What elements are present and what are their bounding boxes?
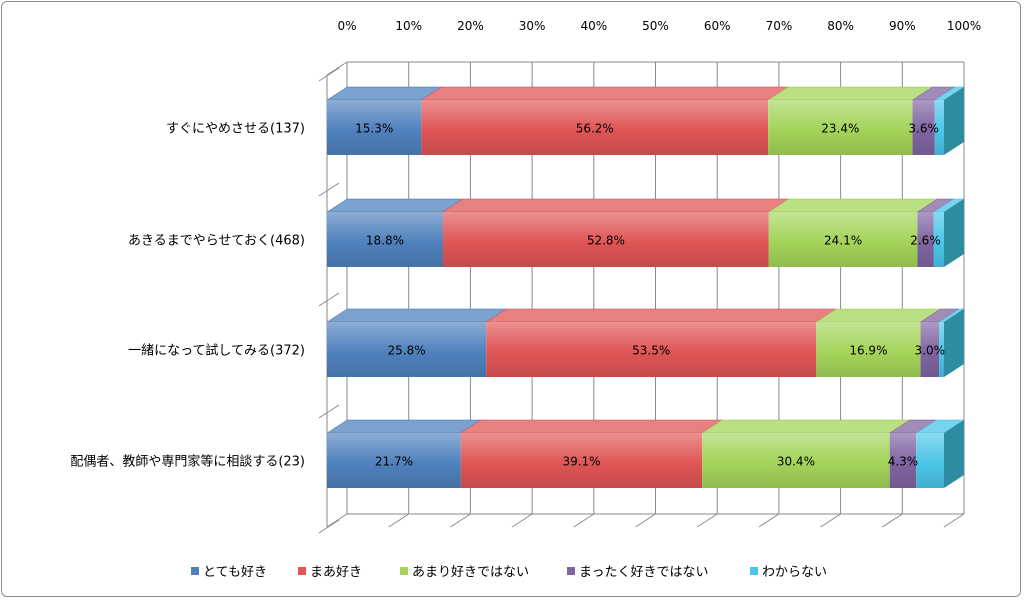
gridline-floor [943, 513, 965, 528]
bar-top-まあ好き [442, 198, 790, 213]
bar-あまり好きではない [768, 100, 913, 155]
x-tick-label: 0% [337, 19, 356, 33]
legend-label: とても好き [203, 565, 267, 580]
legend-label: まあ好き [310, 565, 362, 580]
bar-まあ好き [421, 100, 769, 155]
data-label: 30.4% [777, 455, 815, 469]
data-label: 56.2% [576, 122, 614, 136]
bars [326, 86, 965, 488]
x-tick-label: 20% [457, 19, 484, 33]
bar-top-あまり好きではない [767, 198, 939, 213]
data-label: 4.3% [888, 455, 919, 469]
bar-side [944, 309, 964, 377]
bar-まったく好きではない [917, 212, 934, 267]
data-label: 24.1% [824, 234, 862, 248]
x-axis-ticks: 0% 10% 20% 30% 40% 50% 60% 70% 80% 90% 100% [337, 19, 981, 33]
legend-swatch [191, 567, 199, 575]
category-separator [318, 67, 340, 82]
bar-top-とても好き [326, 419, 482, 434]
gridline-floor [511, 513, 533, 528]
legend-label: あまり好きではない [412, 565, 529, 580]
bar-top-まあ好き [485, 308, 838, 323]
category-labels: すぐにやめさせる(137) あきるまでやらせておく(468) 一緒になって試してみる… [70, 122, 305, 470]
bar-とても好き [327, 100, 422, 155]
bar-あまり好きではない [702, 433, 890, 488]
bar-わからない [934, 100, 944, 155]
data-label: 3.6% [908, 122, 939, 136]
legend: とても好き まあ好き あまり好きではない まったく好きではない わからない [191, 565, 827, 580]
bar-わからない [933, 212, 944, 267]
data-label: 18.8% [366, 234, 404, 248]
bar-top-まあ好き [460, 419, 723, 434]
category-label: 一緒になって試してみる(372) [128, 343, 305, 359]
side-wall-top [326, 61, 348, 76]
data-label: 3.0% [915, 344, 946, 358]
bar-あまり好きではない [816, 322, 921, 377]
bar-まあ好き [442, 212, 769, 267]
x-tick-label: 40% [580, 19, 607, 33]
bar-top-あまり好きではない [815, 308, 942, 323]
data-label: 39.1% [562, 455, 600, 469]
data-label: 23.4% [821, 122, 859, 136]
bar-top-あまり好きではない [767, 86, 934, 101]
bar-まあ好き [460, 433, 703, 488]
gridline-floor [635, 513, 656, 528]
bar-あまり好きではない [768, 212, 918, 267]
gridline-floor [758, 513, 780, 528]
data-label: 25.8% [388, 344, 426, 358]
bar-とても好き [327, 212, 443, 267]
gridline-floor [388, 513, 409, 528]
data-label: 2.6% [910, 234, 941, 248]
x-tick-label: 30% [519, 19, 546, 33]
bar-top-とても好き [326, 198, 464, 213]
data-labels: 15.3% 56.2% 23.4% 3.6% 18.8% 52.8% 24.1% 2.6% 25… [355, 122, 945, 469]
category-label: 配偶者、教師や専門家等に相談する(23) [70, 454, 305, 470]
gridline-floor [820, 513, 841, 528]
x-tick-label: 70% [766, 19, 793, 33]
bar-まったく好きではない [889, 433, 917, 488]
bar-まあ好き [486, 322, 817, 377]
bar-top-まあ好き [420, 86, 789, 101]
gridline-floor [882, 513, 903, 528]
bar-top-とても好き [326, 308, 508, 323]
gridline-floor [573, 513, 595, 528]
gridline-floor [326, 513, 348, 528]
data-label: 52.8% [587, 234, 625, 248]
category-label: すぐにやめさせる(137) [166, 122, 305, 137]
x-tick-label: 80% [827, 19, 854, 33]
data-label: 53.5% [632, 344, 670, 358]
x-tick-label: 100% [947, 19, 981, 33]
bar-side [944, 420, 964, 488]
x-tick-label: 90% [889, 19, 916, 33]
bar-top-あまり好きではない [701, 419, 911, 434]
data-label: 15.3% [355, 122, 393, 136]
bar-とても好き [327, 322, 487, 377]
bar-side [944, 199, 964, 267]
gridline-floor [696, 513, 718, 528]
category-label: あきるまでやらせておく(468) [128, 234, 305, 249]
bar-side [944, 87, 964, 155]
legend-label: まったく好きではない [579, 565, 708, 580]
legend-swatch [400, 567, 408, 575]
x-tick-label: 50% [642, 19, 669, 33]
x-tick-label: 10% [395, 19, 422, 33]
legend-label: わからない [762, 565, 827, 580]
legend-swatch [298, 567, 306, 575]
category-separator [318, 182, 340, 197]
bar-わからない [939, 322, 944, 377]
bar-まったく好きではない [920, 322, 940, 377]
category-separator [318, 404, 340, 419]
bar-わからない [916, 433, 944, 488]
legend-swatch [567, 567, 575, 575]
bar-とても好き [327, 433, 461, 488]
x-tick-label: 60% [704, 19, 731, 33]
data-label: 16.9% [849, 344, 887, 358]
bar-まったく好きではない [912, 100, 935, 155]
category-separator [318, 292, 340, 307]
data-label: 21.7% [375, 455, 413, 469]
gridline-floor [450, 513, 471, 528]
legend-swatch [750, 567, 758, 575]
category-separator [318, 519, 340, 534]
